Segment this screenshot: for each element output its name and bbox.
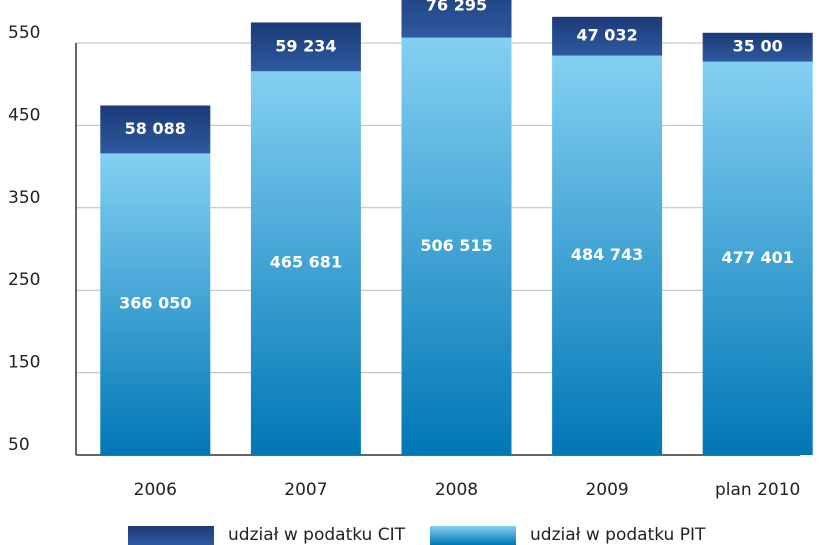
x-tick-label: 2006 — [134, 480, 177, 500]
y-tick-label: 50 — [8, 435, 30, 455]
bar-segment — [552, 16, 663, 56]
value-label: 47 032 — [576, 26, 637, 45]
x-tick-label: 2007 — [284, 480, 327, 500]
bar-segment — [702, 32, 813, 62]
x-tick-label: plan 2010 — [715, 480, 800, 500]
value-label: 35 00 — [733, 37, 783, 56]
legend-label: udział w podatku PIT — [530, 525, 706, 545]
x-tick-label: 2009 — [585, 480, 628, 500]
value-label: 76 295 — [426, 0, 487, 15]
legend-swatch — [128, 526, 214, 545]
bar-segment — [552, 55, 663, 455]
y-tick-label: 150 — [8, 353, 40, 373]
bar-segment — [250, 22, 361, 72]
bar-segment — [100, 153, 211, 455]
value-label: 366 050 — [119, 294, 191, 313]
x-tick-label: 2008 — [435, 480, 478, 500]
value-label: 58 088 — [125, 119, 186, 138]
value-label: 484 743 — [571, 245, 643, 264]
legend-label: udział w podatku CIT — [228, 525, 406, 545]
bar-segment — [702, 61, 813, 455]
y-tick-label: 250 — [8, 270, 40, 290]
bar-segment — [401, 0, 512, 38]
value-label: 506 515 — [420, 236, 492, 255]
value-label: 59 234 — [275, 36, 336, 55]
bar-segment — [100, 105, 211, 154]
y-tick-label: 550 — [8, 23, 40, 43]
bar-segment — [250, 71, 361, 455]
bar-segment — [401, 37, 512, 455]
y-tick-label: 350 — [8, 188, 40, 208]
y-tick-label: 450 — [8, 105, 40, 125]
legend-swatch — [430, 526, 516, 545]
value-label: 465 681 — [270, 253, 342, 272]
value-label: 477 401 — [722, 248, 794, 267]
